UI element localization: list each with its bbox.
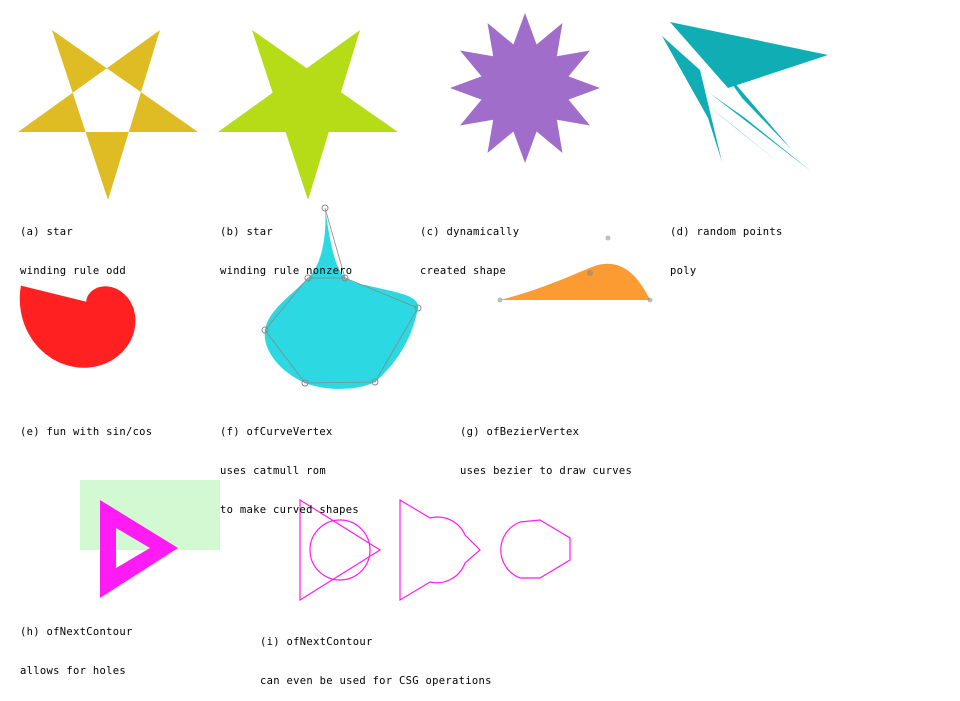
caption-c: (c) dynamically created shape	[420, 200, 519, 291]
caption-e: (e) fun with sin/cos	[20, 400, 152, 452]
caption-a: (a) star winding rule odd	[20, 200, 126, 291]
csg-union-outline	[299, 498, 382, 602]
csg-combined-outline	[399, 498, 481, 602]
csg-intersection-outline	[500, 519, 571, 579]
caption-h: (h) ofNextContour allows for holes	[20, 600, 133, 691]
caption-b: (b) star winding rule nonzero	[220, 200, 352, 291]
bezier-control-points	[497, 235, 653, 303]
dynamic-burst-shape	[450, 13, 600, 163]
caption-a-line-1: (a) star	[20, 226, 73, 238]
star-nonzero-winding	[218, 30, 398, 200]
curve-control-polygon	[264, 207, 419, 384]
caption-i-line-2: can even be used for CSG operations	[260, 675, 492, 687]
curve-vertex-group	[261, 204, 422, 389]
caption-d-line-1: (d) random points	[670, 226, 783, 238]
caption-d: (d) random points poly	[670, 200, 783, 291]
caption-d-line-2: poly	[670, 265, 697, 277]
caption-h-line-1: (h) ofNextContour	[20, 626, 133, 638]
caption-i-line-1: (i) ofNextContour	[260, 636, 373, 648]
curve-vertex-shape	[264, 208, 419, 389]
caption-g: (g) ofBezierVertex uses bezier to draw c…	[460, 400, 632, 491]
caption-g-line-2: uses bezier to draw curves	[460, 465, 633, 477]
demo-canvas	[18, 13, 828, 602]
caption-b-line-1: (b) star	[220, 226, 273, 238]
caption-f-line-2: uses catmull rom	[220, 465, 326, 477]
caption-f-line-3: to make curved shapes	[220, 504, 360, 516]
caption-g-line-1: (g) ofBezierVertex	[460, 426, 580, 438]
bezier-vertex-group	[497, 235, 653, 303]
curve-control-points	[261, 204, 422, 387]
contour-triangle-with-hole	[100, 500, 178, 598]
caption-f: (f) ofCurveVertex uses catmull rom to ma…	[220, 400, 359, 530]
caption-c-line-1: (c) dynamically	[420, 226, 520, 238]
sin-cos-spiral-shape	[19, 285, 136, 368]
caption-c-line-2: created shape	[420, 265, 507, 277]
star-odd-winding	[18, 30, 198, 200]
caption-b-line-2: winding rule nonzero	[220, 265, 353, 277]
bezier-vertex-shape	[500, 263, 650, 300]
caption-f-line-1: (f) ofCurveVertex	[220, 426, 333, 438]
csg-operations-group	[299, 498, 571, 602]
caption-h-line-2: allows for holes	[20, 665, 126, 677]
caption-a-line-2: winding rule odd	[20, 265, 126, 277]
random-points-poly	[662, 22, 828, 172]
caption-e-line-1: (e) fun with sin/cos	[20, 426, 153, 438]
caption-i: (i) ofNextContour can even be used for C…	[260, 610, 492, 701]
